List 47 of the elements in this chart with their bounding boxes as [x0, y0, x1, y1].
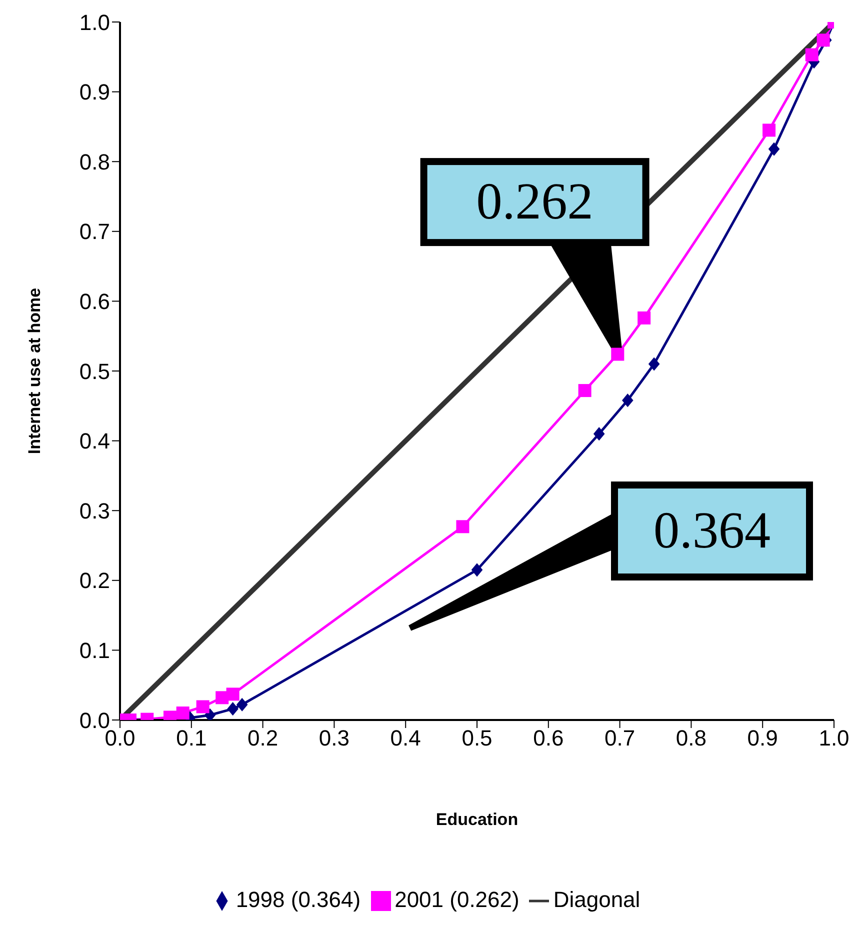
point	[456, 520, 470, 534]
point	[472, 563, 482, 576]
y-tick-label: 0.8	[79, 149, 110, 174]
y-tick-label: 0.2	[79, 568, 110, 594]
point	[648, 358, 660, 371]
x-tick-label: 0.8	[676, 726, 706, 751]
point	[236, 698, 248, 712]
point	[622, 394, 634, 407]
x-tick-label: 0.3	[318, 726, 350, 751]
x-tick-label: 0.2	[248, 726, 278, 751]
point	[594, 427, 605, 440]
point	[227, 702, 238, 716]
point	[816, 34, 830, 47]
point	[762, 124, 776, 137]
point	[204, 708, 216, 720]
legend-label: Diagonal	[553, 887, 640, 912]
x-tick-label: 0.9	[747, 726, 778, 751]
x-tick-label: 0.6	[533, 726, 564, 751]
annotation: 0.262	[476, 174, 594, 231]
legend-label: 1998 (0.364)	[236, 887, 361, 912]
point	[196, 700, 210, 714]
callout-box: 0.262	[420, 158, 650, 360]
point	[805, 48, 818, 62]
callout-box: 0.364	[407, 482, 813, 631]
x-tick-label: 0.1	[176, 726, 207, 751]
annotation: 0.364	[654, 502, 770, 560]
point	[611, 348, 624, 361]
y-tick-label: 0.5	[79, 358, 110, 384]
x-axis-title: Education	[436, 810, 518, 829]
x-tick-label: 0.5	[462, 726, 492, 751]
point	[226, 688, 240, 701]
x-tick-label: 0.4	[390, 726, 421, 751]
point	[638, 311, 651, 324]
y-tick-label: 0.3	[79, 498, 110, 524]
y-tick-label: 0.1	[79, 638, 110, 664]
y-axis-title: Internet use at home	[25, 288, 44, 454]
x-tick-label: 0.7	[604, 726, 636, 751]
y-tick-label: 0.4	[79, 428, 110, 454]
y-tick-label: 1.0	[79, 10, 110, 35]
legend-label: 2001 (0.262)	[394, 887, 520, 912]
y-tick-label: 0.6	[79, 289, 110, 314]
point	[768, 142, 780, 156]
point	[578, 384, 592, 398]
y-tick-label: 0.7	[79, 219, 110, 244]
y-tick-label: 0.9	[79, 80, 110, 105]
point	[176, 706, 190, 720]
x-tick-label: 1.0	[818, 726, 850, 751]
